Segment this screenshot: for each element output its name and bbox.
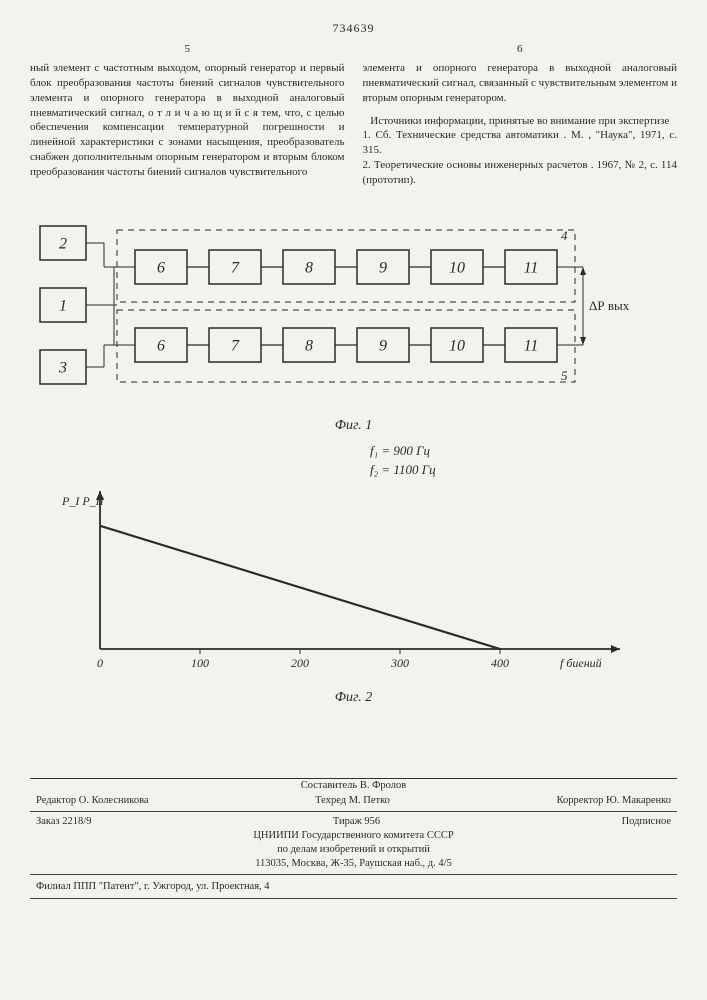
- right-column: 6 элемента и опорного генератора в выход…: [363, 42, 678, 188]
- footer-addr: 113035, Москва, Ж-35, Раушская наб., д. …: [30, 857, 677, 871]
- left-column: 5 ный элемент с частотным выходом, опорн…: [30, 42, 345, 188]
- source-2: 2. Теоретические основы инженерных расче…: [363, 158, 678, 188]
- svg-text:ΔР вых: ΔР вых: [589, 298, 630, 313]
- footer-block: Составитель В. Фролов Редактор О. Колесн…: [30, 778, 677, 898]
- fig2-caption: Фиг. 2: [30, 689, 677, 708]
- text-columns: 5 ный элемент с частотным выходом, опорн…: [30, 42, 677, 188]
- sources-title: Источники информации, принятые во вниман…: [363, 114, 678, 129]
- footer-sign: Подписное: [622, 815, 671, 829]
- footer-compiler: Составитель В. Фролов: [30, 779, 677, 793]
- svg-text:7: 7: [231, 337, 240, 354]
- svg-text:2: 2: [59, 235, 67, 252]
- figure-1: 2 1 3 6 7 8 9 10 11 6 7 8 9 10 11 4 5 ΔР вых: [30, 206, 677, 411]
- svg-text:3: 3: [58, 359, 67, 376]
- svg-text:0: 0: [97, 656, 103, 670]
- svg-text:5: 5: [561, 368, 568, 383]
- frequency-labels: f₁ = 900 Гц f₂ = 1100 Гц: [370, 442, 677, 479]
- svg-text:4: 4: [561, 228, 568, 243]
- figure-2: 0 100 200 300 400 P_I P_IIf биений: [50, 479, 657, 684]
- svg-text:100: 100: [191, 656, 209, 670]
- right-col-text1: элемента и опорного генератора в выходно…: [363, 61, 678, 106]
- svg-text:200: 200: [291, 656, 309, 670]
- footer-tirazh: Тираж 956: [333, 815, 380, 829]
- svg-text:6: 6: [157, 337, 165, 354]
- svg-text:9: 9: [379, 259, 387, 276]
- line-chart-svg: 0 100 200 300 400 P_I P_IIf биений: [50, 479, 650, 679]
- footer-order: Заказ 2218/9: [36, 815, 91, 829]
- svg-text:400: 400: [491, 656, 509, 670]
- svg-text:P_I P_II: P_I P_II: [61, 494, 105, 508]
- f1-label: f₁ = 900 Гц: [370, 442, 430, 460]
- footer-publication: Заказ 2218/9 Тираж 956 Подписное ЦНИИПИ …: [30, 811, 677, 876]
- block-diagram-svg: 2 1 3 6 7 8 9 10 11 6 7 8 9 10 11 4 5 ΔР вых: [30, 206, 670, 406]
- svg-text:9: 9: [379, 337, 387, 354]
- right-col-number: 6: [363, 42, 678, 57]
- footer-org2: по делам изобретений и открытий: [30, 843, 677, 857]
- footer-techred: Техред М. Петко: [315, 794, 390, 808]
- left-col-text: ный элемент с частотным выходом, опорный…: [30, 61, 345, 180]
- svg-text:6: 6: [157, 259, 165, 276]
- fig1-caption: Фиг. 1: [30, 417, 677, 436]
- footer-org1: ЦНИИПИ Государственного комитета СССР: [30, 829, 677, 843]
- footer-editor: Редактор О. Колесникова: [36, 794, 149, 808]
- f2-label: f₂ = 1100 Гц: [370, 461, 436, 479]
- svg-text:11: 11: [524, 259, 539, 276]
- svg-text:8: 8: [305, 259, 313, 276]
- left-col-number: 5: [30, 42, 345, 57]
- svg-text:11: 11: [524, 337, 539, 354]
- svg-text:7: 7: [231, 259, 240, 276]
- svg-text:8: 8: [305, 337, 313, 354]
- svg-text:10: 10: [449, 259, 465, 276]
- svg-text:1: 1: [59, 297, 67, 314]
- svg-text:10: 10: [449, 337, 465, 354]
- svg-text:f биений: f биений: [560, 656, 602, 670]
- footer-corrector: Корректор Ю. Макаренко: [557, 794, 671, 808]
- footer-branch: Филиал ППП "Патент", г. Ужгород, ул. Про…: [30, 877, 677, 898]
- patent-number: 734639: [30, 20, 677, 36]
- source-1: 1. Сб. Технические средства автоматики .…: [363, 128, 678, 158]
- svg-text:300: 300: [390, 656, 409, 670]
